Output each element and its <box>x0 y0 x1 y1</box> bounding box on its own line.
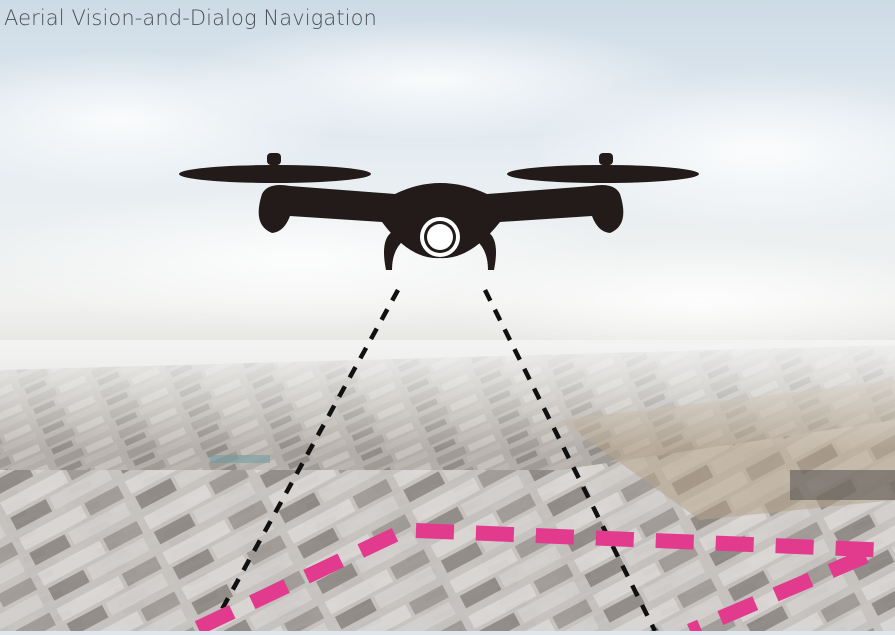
flight-trajectory-path <box>194 522 883 635</box>
camera-view-lines <box>208 288 658 633</box>
city-ground <box>0 340 895 631</box>
page-title: Aerial Vision-and-Dialog Navigation <box>4 6 377 30</box>
camera-icon <box>420 217 460 257</box>
